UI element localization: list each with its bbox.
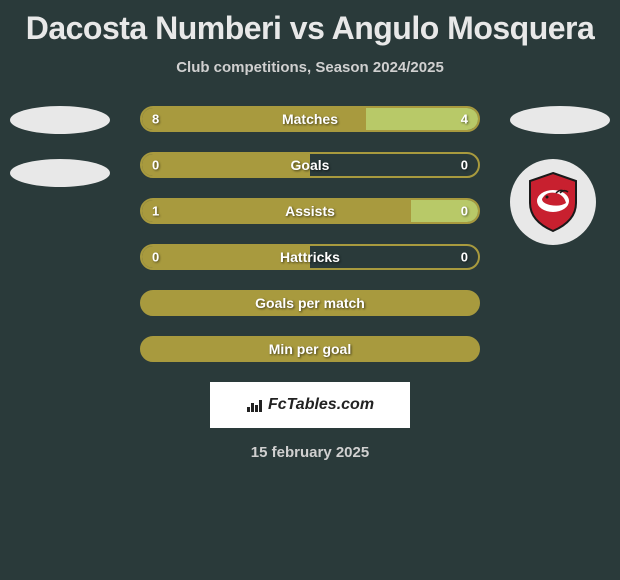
player-left-ellipse-1 — [10, 106, 110, 134]
bars-area: 8 Matches 4 0 Goals 0 1 Assists 0 0 Hatt… — [140, 106, 480, 362]
stat-row-goals: 0 Goals 0 — [140, 152, 480, 178]
stat-value-right-goals: 0 — [461, 158, 468, 173]
stat-value-right-matches: 4 — [461, 112, 468, 127]
stat-bar-left-assists — [142, 200, 411, 222]
stat-label-mpg: Min per goal — [269, 341, 351, 357]
chart-bars-icon — [246, 397, 264, 413]
stat-row-mpg: Min per goal — [140, 336, 480, 362]
stat-value-right-assists: 0 — [461, 204, 468, 219]
page-title: Dacosta Numberi vs Angulo Mosquera — [0, 0, 620, 47]
stat-value-left-goals: 0 — [152, 158, 159, 173]
stat-label-hattricks: Hattricks — [280, 249, 340, 265]
player-right-ellipse — [510, 106, 610, 134]
stat-bar-left-goals — [142, 154, 310, 176]
stat-value-left-matches: 8 — [152, 112, 159, 127]
stat-label-assists: Assists — [285, 203, 335, 219]
date-text: 15 february 2025 — [0, 444, 620, 461]
stat-label-gpm: Goals per match — [255, 295, 365, 311]
stat-value-left-hattricks: 0 — [152, 250, 159, 265]
fctables-text: FcTables.com — [246, 396, 374, 414]
stat-row-matches: 8 Matches 4 — [140, 106, 480, 132]
player-left-avatars — [10, 106, 110, 212]
stat-row-assists: 1 Assists 0 — [140, 198, 480, 224]
stat-row-gpm: Goals per match — [140, 290, 480, 316]
fctables-label: FcTables.com — [268, 396, 374, 414]
player-right-club-logo — [510, 159, 596, 245]
stats-container: 8 Matches 4 0 Goals 0 1 Assists 0 0 Hatt… — [0, 106, 620, 362]
player-right-avatars — [510, 106, 610, 245]
stat-row-hattricks: 0 Hattricks 0 — [140, 244, 480, 270]
stat-label-matches: Matches — [282, 111, 338, 127]
stat-value-right-hattricks: 0 — [461, 250, 468, 265]
stat-label-goals: Goals — [291, 157, 330, 173]
stat-value-left-assists: 1 — [152, 204, 159, 219]
subtitle: Club competitions, Season 2024/2025 — [0, 59, 620, 76]
fctables-badge[interactable]: FcTables.com — [210, 382, 410, 428]
player-left-ellipse-2 — [10, 159, 110, 187]
club-logo-icon — [520, 169, 586, 235]
